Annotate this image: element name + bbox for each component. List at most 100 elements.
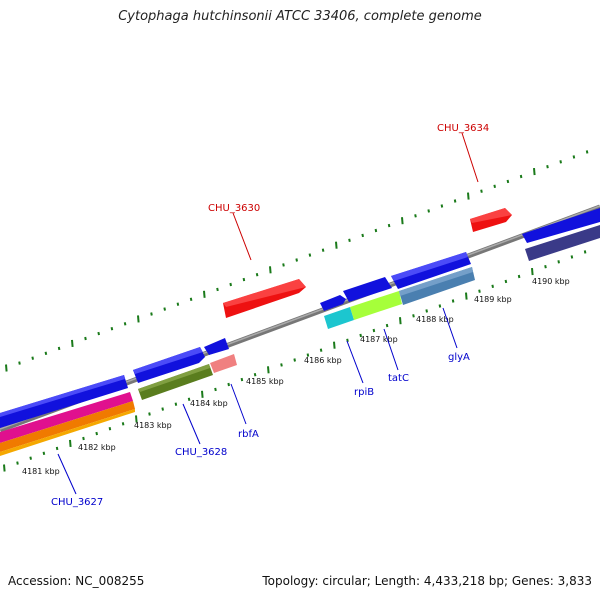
inner-tick [333, 341, 336, 349]
inner-tick [161, 407, 164, 411]
inner-tick [69, 439, 72, 447]
inner-tick [425, 309, 428, 313]
outer-tick [189, 297, 193, 301]
outer-tick [361, 233, 364, 238]
leader-tatC [383, 328, 399, 371]
outer-tick [533, 168, 536, 176]
outer-tick [176, 302, 180, 306]
inner-tick [491, 284, 494, 288]
outer-tick [321, 248, 325, 252]
outer-tick [18, 361, 21, 365]
outer-tick [546, 165, 549, 169]
inner-tick [267, 366, 270, 374]
leader-rbfA [230, 383, 247, 425]
outer-tick [572, 155, 576, 159]
inner-tick [42, 451, 46, 455]
gene-label-tatC[interactable]: tatC [388, 373, 409, 384]
reverse-cds-row2[interactable] [0, 225, 600, 456]
inner-tick [82, 436, 85, 441]
forward-cds-chu3630[interactable] [223, 279, 306, 318]
inner-tick [399, 317, 402, 325]
outer-tick [44, 351, 48, 355]
inner-tick [438, 304, 442, 308]
outer-tick [401, 217, 404, 225]
kbp-label: 4187 kbp [360, 335, 398, 344]
reverse-cds-row1[interactable] [0, 208, 600, 428]
kbp-label: 4189 kbp [474, 295, 512, 304]
inner-tick [55, 446, 59, 451]
outer-tick [163, 307, 166, 311]
gene-label-chu3628[interactable]: CHU_3628 [175, 447, 227, 458]
outer-tick [282, 263, 285, 267]
outer-tick [295, 258, 298, 262]
kbp-label-group: 4181 kbp 4182 kbp 4183 kbp 4184 kbp 4185 kbp… [22, 277, 570, 476]
outer-tick [480, 189, 483, 193]
gene-label-glyA[interactable]: glyA [448, 352, 470, 363]
gene-label-chu3634[interactable]: CHU_3634 [437, 123, 489, 134]
outer-tick [506, 179, 510, 184]
gene-label-chu3627[interactable]: CHU_3627 [51, 497, 103, 508]
inner-tick [16, 461, 19, 465]
inner-tick [174, 402, 178, 406]
gene-label-chu3630[interactable]: CHU_3630 [208, 203, 260, 214]
inner-tick [95, 431, 98, 436]
kbp-label: 4190 kbp [532, 277, 570, 286]
outer-tick [71, 339, 74, 347]
outer-tick [57, 346, 61, 351]
kbp-label: 4188 kbp [416, 315, 454, 324]
inner-tick [346, 338, 349, 342]
outer-tick [374, 228, 378, 233]
outer-tick [453, 199, 457, 203]
topology-text: Topology: circular; Length: 4,433,218 bp… [262, 574, 592, 588]
forward-cds-chu3634[interactable] [470, 208, 512, 232]
outer-tick-row [5, 150, 589, 372]
inner-tick [121, 422, 125, 426]
inner-tick [240, 377, 244, 382]
inner-tick [293, 358, 296, 362]
inner-tick [372, 328, 376, 333]
inner-tick [3, 464, 6, 472]
inner-tick [531, 268, 534, 276]
kbp-label: 4186 kbp [304, 356, 342, 365]
inner-tick [227, 382, 230, 387]
outer-tick [229, 282, 232, 287]
leader-chu3634 [461, 132, 479, 183]
kbp-label: 4182 kbp [78, 443, 116, 452]
outer-tick [585, 150, 589, 154]
inner-tick [187, 397, 191, 401]
inner-tick [359, 333, 362, 338]
outer-tick [559, 160, 562, 164]
gene-label-rpiB[interactable]: rpiB [354, 387, 374, 398]
outer-tick [440, 204, 444, 208]
inner-tick [253, 373, 257, 377]
inner-tick [451, 299, 455, 303]
inner-tick [583, 250, 587, 254]
inner-tick [148, 412, 151, 416]
inner-tick [412, 314, 415, 318]
outer-tick [519, 174, 523, 179]
inner-tick [319, 348, 323, 352]
inner-tick [280, 363, 283, 367]
leader-chu3628 [182, 403, 201, 445]
outer-tick [203, 290, 206, 298]
inner-tick [306, 353, 310, 357]
outer-tick [493, 184, 496, 188]
inner-tick [201, 390, 204, 398]
inner-tick [385, 323, 389, 328]
inner-tick [465, 292, 468, 300]
accession-text: Accession: NC_008255 [8, 574, 145, 588]
leader-chu3630 [232, 212, 252, 261]
outer-tick [97, 331, 100, 336]
gene-label-rbfA[interactable]: rbfA [238, 429, 259, 440]
outer-tick [110, 327, 114, 331]
outer-tick [216, 287, 219, 292]
outer-tick [150, 312, 153, 316]
inner-tick [504, 279, 508, 284]
kbp-label: 4183 kbp [134, 421, 172, 430]
inner-tick [135, 415, 138, 423]
outer-tick [427, 209, 430, 213]
inner-tick [29, 456, 32, 460]
inner-tick-row [3, 250, 587, 472]
outer-tick [84, 336, 87, 341]
outer-tick [335, 241, 338, 249]
